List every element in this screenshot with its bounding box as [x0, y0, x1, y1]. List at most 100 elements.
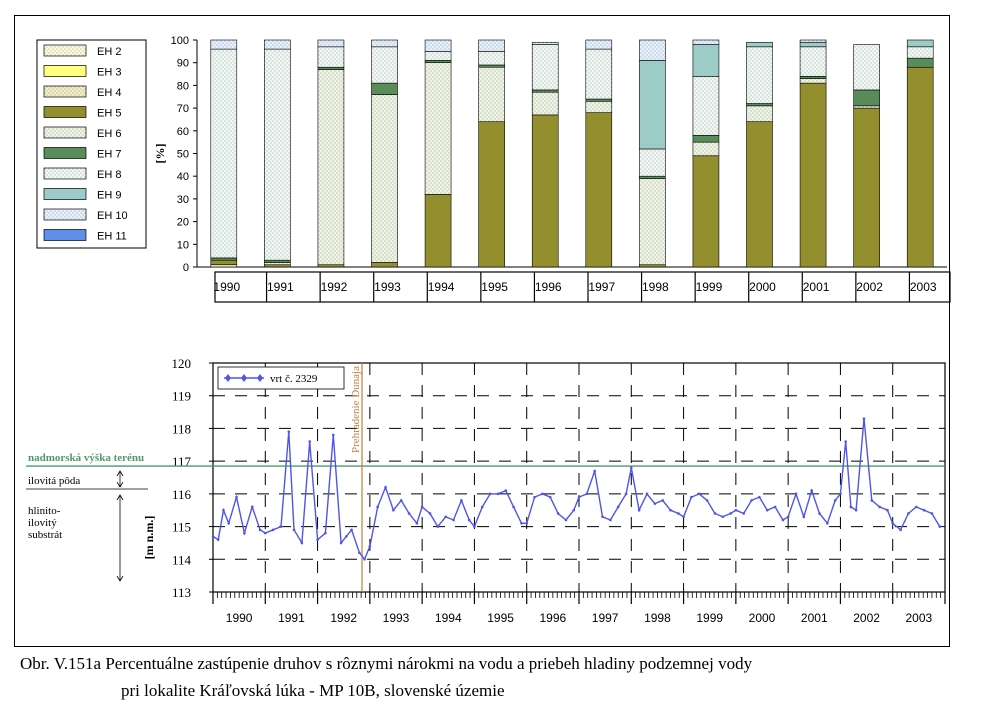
groundwater-point	[384, 486, 387, 489]
legend-entry: EH 2	[97, 46, 121, 58]
line-y-tick-label: 115	[172, 520, 191, 535]
bar-y-tick-label: 80	[177, 80, 189, 92]
bar-x-tick-label: 2002	[856, 280, 883, 294]
line-y-tick-label: 117	[172, 454, 192, 469]
bar-segment-eh-7	[906, 57, 934, 68]
groundwater-point	[870, 499, 874, 502]
bar-segment-eh-7	[692, 135, 720, 143]
bar-segment-eh-5	[424, 194, 452, 268]
groundwater-point	[794, 492, 798, 496]
line-legend-marker	[241, 374, 247, 382]
groundwater-point	[886, 508, 889, 512]
bar-segment-eh-5	[692, 155, 720, 268]
legend-swatch	[43, 147, 87, 159]
groundwater-point	[287, 430, 291, 434]
bar-segment-eh-10	[371, 39, 398, 48]
bar-segment-eh-10	[639, 39, 666, 61]
groundwater-point	[878, 505, 881, 509]
bar-segment-eh-6	[478, 66, 505, 123]
groundwater-point	[773, 505, 777, 509]
bar-x-tick-label: 1997	[588, 280, 615, 294]
legend-swatch	[43, 208, 87, 221]
groundwater-point	[682, 515, 685, 519]
bar-segment-eh-5	[746, 121, 773, 268]
bar-y-tick-label: 10	[177, 239, 189, 251]
bar-segment-eh-8	[424, 51, 452, 61]
substrate-label: substrát	[28, 529, 62, 541]
bar-segment-eh-6	[317, 69, 345, 266]
bar-segment-eh-10	[210, 39, 238, 50]
groundwater-point	[211, 535, 215, 538]
groundwater-point	[436, 525, 440, 528]
groundwater-point	[826, 522, 829, 525]
groundwater-point	[300, 541, 304, 545]
bar-segment-eh-5	[371, 262, 398, 268]
bar-x-tick-label: 1994	[428, 280, 455, 294]
legend-swatch	[43, 106, 87, 118]
groundwater-point	[216, 538, 220, 541]
bar-segment-eh-5	[906, 66, 934, 268]
groundwater-point	[350, 528, 353, 532]
groundwater-point	[548, 495, 552, 499]
line-y-tick-label: 118	[172, 421, 191, 436]
bar-y-tick-label: 30	[177, 194, 189, 206]
groundwater-point	[227, 522, 230, 525]
groundwater-point	[616, 505, 620, 509]
groundwater-point	[480, 505, 484, 509]
legend-entry: EH 8	[97, 169, 121, 181]
legend-entry: EH 7	[97, 149, 121, 161]
bar-segment-eh-7	[746, 103, 773, 107]
legend-swatch	[43, 44, 87, 57]
bar-segment-eh-10	[692, 39, 720, 45]
line-x-tick-label: 2003	[906, 611, 933, 625]
groundwater-point	[415, 522, 419, 525]
bar-segment-eh-7	[478, 64, 505, 68]
bar-segment-eh-8	[210, 48, 238, 259]
bar-segment-eh-5	[478, 121, 505, 268]
bar-segment-eh-9	[692, 44, 720, 77]
groundwater-point	[399, 499, 403, 502]
groundwater-point	[810, 489, 813, 492]
bar-x-tick-label: 2001	[803, 280, 830, 294]
groundwater-point	[316, 538, 319, 541]
profile-arrow-head	[116, 481, 124, 488]
soil-label: ilovitá pôda	[28, 475, 80, 487]
bar-segment-eh-7	[264, 259, 291, 263]
bar-y-tick-label: 20	[177, 217, 189, 229]
line-legend-marker	[225, 374, 231, 382]
groundwater-point	[734, 508, 738, 512]
bar-x-tick-label: 1990	[213, 280, 240, 294]
bar-segment-eh-10	[264, 39, 291, 50]
bar-y-axis-label: [%]	[153, 144, 167, 164]
legend-entry: EH 3	[97, 67, 121, 79]
bar-y-tick-label: 60	[177, 126, 189, 138]
bar-segment-eh-7	[639, 175, 666, 179]
groundwater-point	[839, 492, 842, 496]
groundwater-point	[235, 495, 238, 499]
bar-segment-eh-6	[424, 62, 452, 195]
bar-segment-eh-10	[585, 39, 613, 50]
groundwater-point	[564, 518, 568, 522]
groundwater-line-chart: 113 114 115 116 117 118 119 120 1990 1991 1992 1993…	[26, 356, 946, 625]
groundwater-point	[420, 505, 424, 509]
groundwater-point	[258, 528, 262, 532]
bar-x-tick-label: 1999	[696, 280, 723, 294]
bar-segment-eh-9	[746, 41, 773, 48]
bar-x-tick-label: 2000	[749, 280, 776, 294]
bar-x-tick-label: 1996	[535, 280, 562, 294]
groundwater-point	[572, 508, 576, 512]
groundwater-point	[222, 508, 225, 512]
line-x-tick-label: 1993	[383, 611, 410, 625]
bar-segment-eh-7	[531, 89, 559, 93]
bar-year-box	[214, 271, 951, 303]
bar-segment-eh-6	[585, 100, 613, 113]
bar-segment-eh-6	[799, 78, 827, 84]
groundwater-point	[765, 508, 769, 512]
bar-segment-eh-5	[585, 112, 613, 268]
groundwater-point	[690, 495, 693, 499]
groundwater-point	[844, 440, 847, 443]
bar-y-tick-label: 100	[171, 35, 189, 47]
line-legend-entry: vrt č. 2329	[270, 373, 318, 385]
groundwater-point	[407, 512, 411, 515]
figure-caption-line-1: Obr. V.151a Percentuálne zastúpenie druh…	[20, 654, 753, 673]
